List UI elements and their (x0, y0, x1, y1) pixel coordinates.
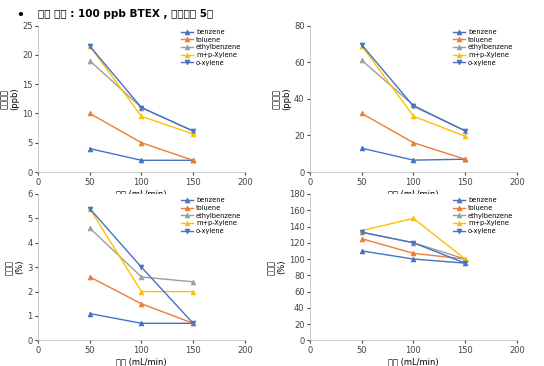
o-xylene (138, 265, 145, 269)
Line: ethylbenzene: ethylbenzene (88, 58, 195, 134)
benzene (138, 158, 145, 163)
ethylbenzene (462, 257, 468, 261)
Y-axis label: 정량한계
(ppb): 정량한계 (ppb) (271, 87, 291, 110)
toluene (410, 251, 417, 255)
Text: •: • (16, 9, 24, 22)
Line: toluene: toluene (88, 274, 195, 326)
benzene (462, 261, 468, 265)
toluene (138, 302, 145, 306)
o-xylene (190, 321, 196, 325)
o-xylene (462, 261, 468, 265)
Legend: benzene, toluene, ethylbenzene, m+p-Xylene, o-xylene: benzene, toluene, ethylbenzene, m+p-Xyle… (180, 196, 243, 235)
Line: benzene: benzene (88, 311, 195, 326)
benzene (86, 311, 93, 316)
ethylbenzene (138, 105, 145, 110)
toluene (462, 157, 468, 161)
m+p-Xylene (462, 134, 468, 138)
Line: m+p-Xylene: m+p-Xylene (360, 43, 467, 139)
o-xylene (462, 128, 468, 133)
m+p-Xylene (138, 114, 145, 119)
toluene (190, 158, 196, 163)
Line: m+p-Xylene: m+p-Xylene (360, 216, 467, 261)
m+p-Xylene (358, 228, 365, 233)
Text: 실험 조건 : 100 ppb BTEX , 흥착시간 5분: 실험 조건 : 100 ppb BTEX , 흥착시간 5분 (38, 9, 213, 19)
m+p-Xylene (86, 206, 93, 211)
toluene (86, 275, 93, 279)
Line: ethylbenzene: ethylbenzene (360, 58, 467, 133)
toluene (86, 111, 93, 116)
m+p-Xylene (410, 114, 417, 119)
benzene (190, 158, 196, 163)
benzene (358, 146, 365, 150)
o-xylene (358, 42, 365, 47)
toluene (190, 321, 196, 325)
o-xylene (190, 129, 196, 133)
Line: o-xylene: o-xylene (88, 206, 195, 326)
toluene (358, 111, 365, 116)
Line: toluene: toluene (360, 236, 467, 261)
Line: benzene: benzene (360, 249, 467, 266)
Line: m+p-Xylene: m+p-Xylene (88, 206, 195, 294)
Y-axis label: 검출한계
(ppb): 검출한계 (ppb) (0, 87, 19, 110)
m+p-Xylene (190, 290, 196, 294)
ethylbenzene (190, 280, 196, 284)
ethylbenzene (190, 129, 196, 133)
Legend: benzene, toluene, ethylbenzene, m+p-Xylene, o-xylene: benzene, toluene, ethylbenzene, m+p-Xyle… (452, 196, 515, 235)
Line: o-xylene: o-xylene (360, 42, 467, 133)
Line: ethylbenzene: ethylbenzene (360, 230, 467, 261)
X-axis label: 유량 (mL/min): 유량 (mL/min) (116, 189, 167, 198)
Legend: benzene, toluene, ethylbenzene, m+p-Xylene, o-xylene: benzene, toluene, ethylbenzene, m+p-Xyle… (180, 27, 243, 67)
Line: toluene: toluene (360, 111, 467, 162)
ethylbenzene (410, 103, 417, 108)
benzene (462, 157, 468, 161)
o-xylene (86, 44, 93, 48)
benzene (138, 321, 145, 325)
benzene (86, 146, 93, 151)
toluene (410, 141, 417, 145)
Line: o-xylene: o-xylene (88, 44, 195, 134)
m+p-Xylene (410, 216, 417, 221)
benzene (410, 158, 417, 162)
ethylbenzene (410, 240, 417, 245)
benzene (410, 257, 417, 261)
ethylbenzene (86, 226, 93, 230)
ethylbenzene (138, 275, 145, 279)
Legend: benzene, toluene, ethylbenzene, m+p-Xylene, o-xylene: benzene, toluene, ethylbenzene, m+p-Xyle… (452, 27, 515, 67)
benzene (358, 249, 365, 253)
ethylbenzene (358, 230, 365, 234)
Y-axis label: 정확도
(%): 정확도 (%) (267, 260, 286, 274)
m+p-Xylene (190, 132, 196, 136)
Line: m+p-Xylene: m+p-Xylene (88, 44, 195, 137)
m+p-Xylene (86, 44, 93, 48)
toluene (358, 236, 365, 241)
toluene (462, 257, 468, 261)
m+p-Xylene (462, 257, 468, 261)
Line: ethylbenzene: ethylbenzene (88, 226, 195, 284)
o-xylene (410, 240, 417, 245)
Line: toluene: toluene (88, 111, 195, 163)
o-xylene (410, 104, 417, 108)
o-xylene (138, 105, 145, 110)
o-xylene (86, 206, 93, 211)
Line: o-xylene: o-xylene (360, 230, 467, 266)
Line: benzene: benzene (360, 146, 467, 163)
ethylbenzene (86, 59, 93, 63)
ethylbenzene (358, 58, 365, 63)
X-axis label: 유량 (mL/min): 유량 (mL/min) (116, 358, 167, 366)
m+p-Xylene (138, 290, 145, 294)
m+p-Xylene (358, 44, 365, 48)
Line: benzene: benzene (88, 146, 195, 163)
X-axis label: 유량 (mL/min): 유량 (mL/min) (388, 189, 439, 198)
X-axis label: 유량 (mL/min): 유량 (mL/min) (388, 358, 439, 366)
ethylbenzene (462, 128, 468, 133)
benzene (190, 321, 196, 325)
o-xylene (358, 230, 365, 234)
toluene (138, 141, 145, 145)
Y-axis label: 정밀도
(%): 정밀도 (%) (5, 260, 24, 274)
